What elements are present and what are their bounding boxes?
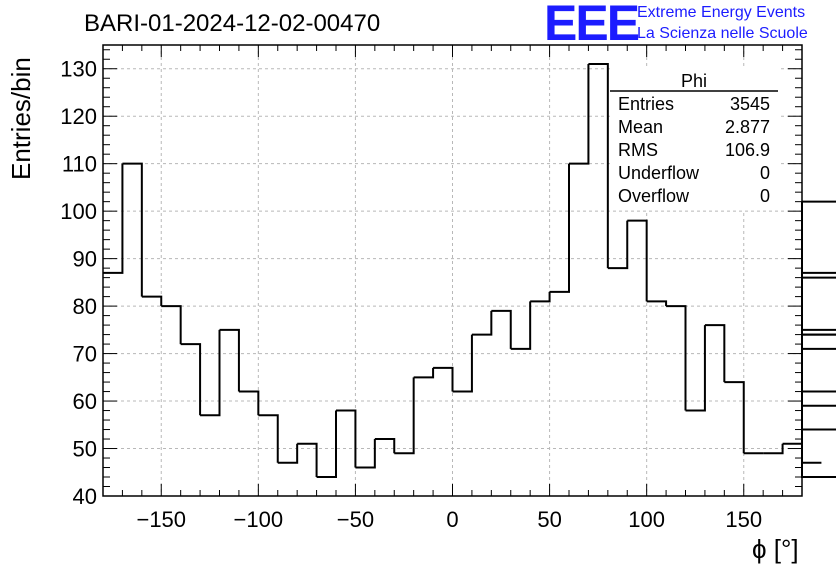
y-tick-label: 60	[73, 389, 97, 414]
x-tick-label: 0	[446, 507, 458, 532]
y-tick-label: 40	[73, 484, 97, 509]
histogram-bin	[588, 62, 609, 269]
histogram-bin	[452, 334, 473, 393]
histogram-bin	[394, 377, 415, 455]
histogram-bin	[200, 329, 221, 417]
histogram-bin	[801, 429, 836, 479]
histogram-bin	[782, 442, 803, 459]
histogram-bin	[510, 301, 532, 350]
x-tick-label: −150	[136, 507, 186, 532]
histogram-bin	[277, 443, 299, 464]
stats-value: 0	[760, 186, 770, 206]
stats-box: Phi Entries 3545 Mean 2.877 RMS 106.9 Underflow…	[610, 68, 778, 210]
x-axis: −150 −100 −50 0 50 100 150	[102, 45, 803, 532]
eee-logo: EEE	[544, 0, 640, 51]
histogram-bin	[355, 439, 376, 469]
histogram-bin	[607, 220, 629, 270]
histogram-bin	[433, 366, 454, 392]
histogram-bin	[161, 305, 182, 345]
logo-subtitle-line1: Extreme Energy Events	[637, 4, 806, 21]
histogram-bin	[530, 291, 551, 303]
y-tick-label: 90	[73, 247, 97, 272]
histogram-bin	[569, 63, 590, 165]
stats-label: Underflow	[618, 163, 700, 183]
histogram-bin	[763, 443, 784, 455]
stats-label: Entries	[618, 94, 674, 114]
histogram-bin	[413, 367, 435, 379]
histogram-bin	[471, 310, 493, 336]
logo-subtitle-line2: La Scienza nelle Scuole	[637, 25, 808, 42]
y-axis: 40 50 60 70 80 90 100 110 120 130	[60, 49, 802, 509]
histogram-bin	[491, 309, 512, 349]
histogram-bin	[238, 390, 260, 416]
histogram-bin	[801, 271, 836, 335]
histogram-bin	[141, 295, 163, 307]
histogram-bin	[801, 348, 836, 393]
y-tick-label: 110	[62, 152, 97, 177]
y-tick-label: 100	[60, 199, 97, 224]
y-tick-label: 70	[73, 342, 97, 367]
histogram-bin	[801, 405, 836, 431]
x-tick-label: 150	[725, 507, 762, 532]
histogram-bin	[180, 343, 202, 416]
stats-label: Overflow	[618, 186, 690, 206]
histogram-bin	[801, 391, 836, 407]
y-tick-label: 120	[60, 104, 97, 129]
x-axis-label: ϕ [°]	[752, 534, 799, 564]
stats-value: 3545	[730, 94, 770, 114]
histogram-bin	[801, 201, 836, 279]
histogram-bin	[646, 300, 668, 307]
histogram-bin	[685, 325, 706, 412]
histogram-bin	[219, 328, 240, 392]
histogram-bin	[627, 219, 648, 302]
histogram-bin	[336, 409, 357, 468]
stats-label: Mean	[618, 117, 663, 137]
stats-value: 106.9	[725, 140, 770, 160]
x-tick-label: 100	[628, 507, 665, 532]
histogram-bin	[801, 272, 836, 331]
histogram-bin	[103, 163, 124, 274]
histogram-bin	[801, 277, 836, 336]
histogram-bin	[666, 305, 687, 411]
histogram-bin	[801, 461, 822, 478]
histogram-bin	[374, 438, 396, 454]
x-tick-label: −50	[337, 507, 374, 532]
x-tick-label: 50	[537, 507, 561, 532]
histogram-bin	[258, 414, 279, 463]
stats-title: Phi	[681, 71, 707, 91]
histogram-bin	[801, 334, 836, 350]
y-tick-label: 50	[73, 437, 97, 462]
histogram-bin	[122, 162, 143, 297]
chart-title: BARI-01-2024-12-02-00470	[84, 10, 381, 37]
stats-value: 2.877	[725, 117, 770, 137]
histogram-bin	[724, 381, 745, 454]
histogram-bin	[297, 442, 318, 478]
histogram-bin	[549, 163, 570, 293]
y-tick-label: 130	[60, 57, 97, 82]
stats-label: RMS	[618, 140, 658, 160]
y-tick-label: 80	[73, 294, 97, 319]
histogram-bin	[704, 324, 726, 383]
x-tick-label: −100	[234, 507, 284, 532]
stats-value: 0	[760, 163, 770, 183]
histogram-bin	[316, 410, 337, 479]
